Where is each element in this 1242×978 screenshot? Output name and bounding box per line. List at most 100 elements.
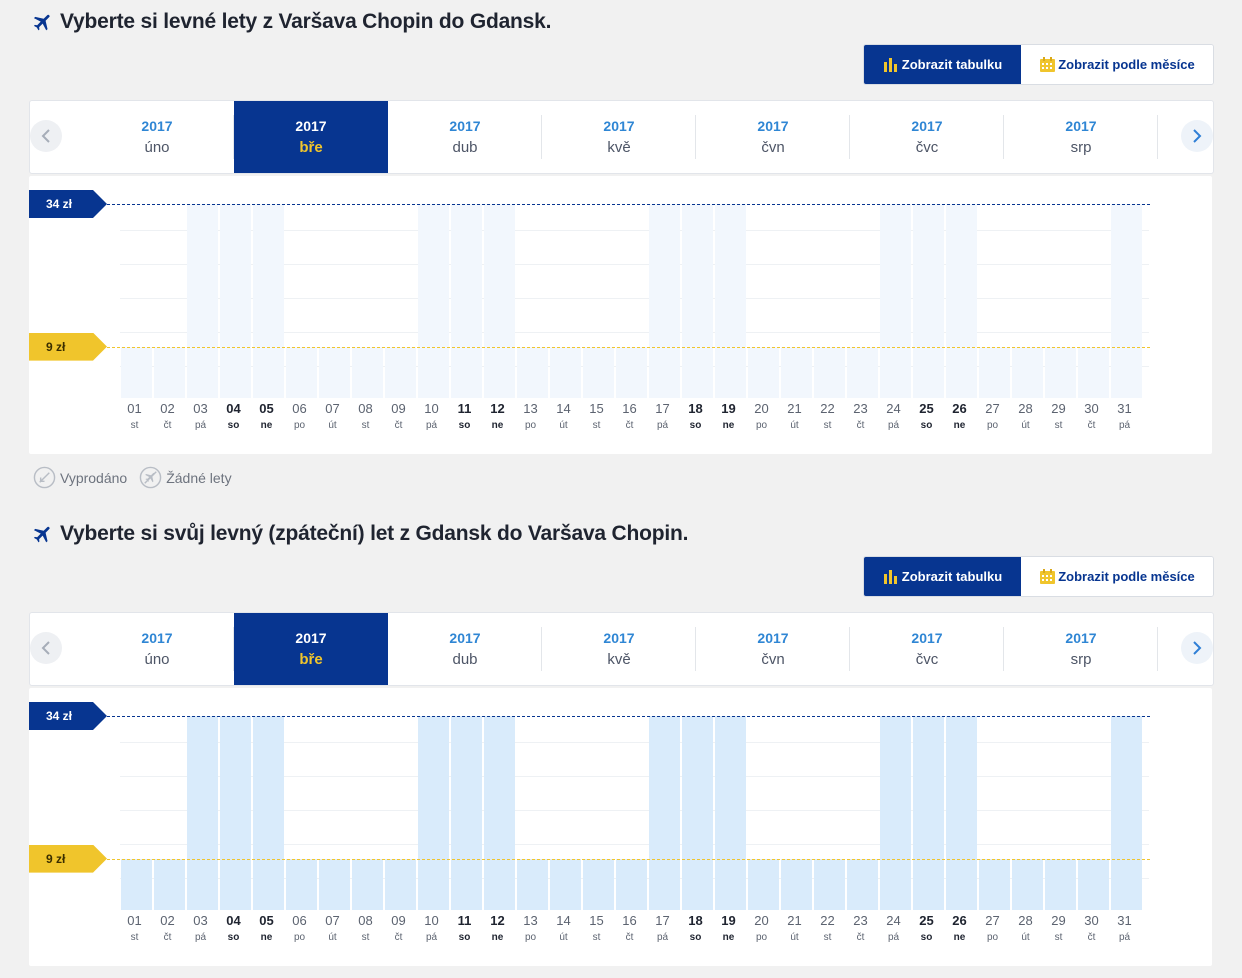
day-label[interactable]: 01 st — [119, 401, 150, 431]
price-bar[interactable] — [814, 858, 845, 910]
next-month-button[interactable] — [1181, 120, 1213, 152]
price-bar[interactable] — [616, 346, 647, 398]
price-bar[interactable] — [814, 346, 845, 398]
day-label[interactable]: 02 čt — [152, 401, 183, 431]
price-bar[interactable] — [649, 204, 680, 398]
day-label[interactable]: 11 so — [449, 913, 480, 943]
day-label[interactable]: 31 pá — [1109, 401, 1140, 431]
price-bar[interactable] — [715, 716, 746, 910]
price-bar[interactable] — [121, 858, 152, 910]
month-tab[interactable]: 2017 čvn — [696, 101, 850, 173]
day-label[interactable]: 13 po — [515, 401, 546, 431]
price-bar[interactable] — [220, 716, 251, 910]
day-label[interactable]: 21 út — [779, 401, 810, 431]
price-bar[interactable] — [550, 346, 581, 398]
price-bar[interactable] — [187, 204, 218, 398]
day-label[interactable]: 13 po — [515, 913, 546, 943]
month-tab[interactable]: 2017 bře — [234, 613, 388, 685]
month-tab[interactable]: 2017 srp — [1004, 613, 1158, 685]
price-bar[interactable] — [319, 858, 350, 910]
day-label[interactable]: 15 st — [581, 913, 612, 943]
price-bar[interactable] — [979, 858, 1010, 910]
previous-month-button[interactable] — [30, 632, 62, 664]
day-label[interactable]: 03 pá — [185, 401, 216, 431]
day-label[interactable]: 12 ne — [482, 401, 513, 431]
price-bar[interactable] — [418, 204, 449, 398]
day-label[interactable]: 20 po — [746, 401, 777, 431]
price-bar[interactable] — [1012, 346, 1043, 398]
day-label[interactable]: 04 so — [218, 401, 249, 431]
month-tab[interactable]: 2017 kvě — [542, 101, 696, 173]
price-bar[interactable] — [880, 716, 911, 910]
price-bar[interactable] — [550, 858, 581, 910]
price-bar[interactable] — [682, 204, 713, 398]
day-label[interactable]: 17 pá — [647, 401, 678, 431]
price-bar[interactable] — [484, 204, 515, 398]
day-label[interactable]: 24 pá — [878, 913, 909, 943]
price-bar[interactable] — [748, 346, 779, 398]
price-bar[interactable] — [319, 346, 350, 398]
next-month-button[interactable] — [1181, 632, 1213, 664]
month-tab[interactable]: 2017 dub — [388, 613, 542, 685]
price-bar[interactable] — [286, 858, 317, 910]
day-label[interactable]: 23 čt — [845, 913, 876, 943]
day-label[interactable]: 30 čt — [1076, 401, 1107, 431]
day-label[interactable]: 22 st — [812, 913, 843, 943]
price-bar[interactable] — [913, 204, 944, 398]
price-bar[interactable] — [1111, 716, 1142, 910]
price-bar[interactable] — [913, 716, 944, 910]
price-bar[interactable] — [253, 204, 284, 398]
month-tab[interactable]: 2017 bře — [234, 101, 388, 173]
day-label[interactable]: 30 čt — [1076, 913, 1107, 943]
price-bar[interactable] — [385, 858, 416, 910]
day-label[interactable]: 19 ne — [713, 913, 744, 943]
day-label[interactable]: 28 út — [1010, 913, 1041, 943]
day-label[interactable]: 01 st — [119, 913, 150, 943]
day-label[interactable]: 22 st — [812, 401, 843, 431]
day-label[interactable]: 06 po — [284, 913, 315, 943]
price-bar[interactable] — [1078, 346, 1109, 398]
price-bar[interactable] — [451, 716, 482, 910]
price-bar[interactable] — [121, 346, 152, 398]
price-bar[interactable] — [682, 716, 713, 910]
price-bar[interactable] — [880, 204, 911, 398]
day-label[interactable]: 12 ne — [482, 913, 513, 943]
price-bar[interactable] — [979, 346, 1010, 398]
price-bar[interactable] — [154, 858, 185, 910]
price-bar[interactable] — [583, 346, 614, 398]
day-label[interactable]: 09 čt — [383, 913, 414, 943]
day-label[interactable]: 23 čt — [845, 401, 876, 431]
month-tab[interactable]: 2017 čvn — [696, 613, 850, 685]
price-bar[interactable] — [583, 858, 614, 910]
day-label[interactable]: 06 po — [284, 401, 315, 431]
day-label[interactable]: 05 ne — [251, 401, 282, 431]
day-label[interactable]: 24 pá — [878, 401, 909, 431]
price-bar[interactable] — [1078, 858, 1109, 910]
day-label[interactable]: 26 ne — [944, 401, 975, 431]
price-bar[interactable] — [1111, 204, 1142, 398]
price-bar[interactable] — [781, 858, 812, 910]
price-bar[interactable] — [517, 346, 548, 398]
day-label[interactable]: 08 st — [350, 401, 381, 431]
day-label[interactable]: 03 pá — [185, 913, 216, 943]
day-label[interactable]: 20 po — [746, 913, 777, 943]
price-bar[interactable] — [1045, 346, 1076, 398]
day-label[interactable]: 16 čt — [614, 401, 645, 431]
show-by-month-button[interactable]: Zobrazit podle měsíce — [1021, 45, 1213, 84]
show-table-button[interactable]: Zobrazit tabulku — [864, 45, 1021, 84]
price-bar[interactable] — [1012, 858, 1043, 910]
day-label[interactable]: 15 st — [581, 401, 612, 431]
price-bar[interactable] — [154, 346, 185, 398]
day-label[interactable]: 07 út — [317, 401, 348, 431]
day-label[interactable]: 16 čt — [614, 913, 645, 943]
month-tab[interactable]: 2017 úno — [80, 101, 234, 173]
month-tab[interactable]: 2017 úno — [80, 613, 234, 685]
day-label[interactable]: 10 pá — [416, 401, 447, 431]
day-label[interactable]: 29 st — [1043, 913, 1074, 943]
day-label[interactable]: 17 pá — [647, 913, 678, 943]
previous-month-button[interactable] — [30, 120, 62, 152]
price-bar[interactable] — [946, 204, 977, 398]
price-bar[interactable] — [484, 716, 515, 910]
day-label[interactable]: 25 so — [911, 913, 942, 943]
day-label[interactable]: 08 st — [350, 913, 381, 943]
